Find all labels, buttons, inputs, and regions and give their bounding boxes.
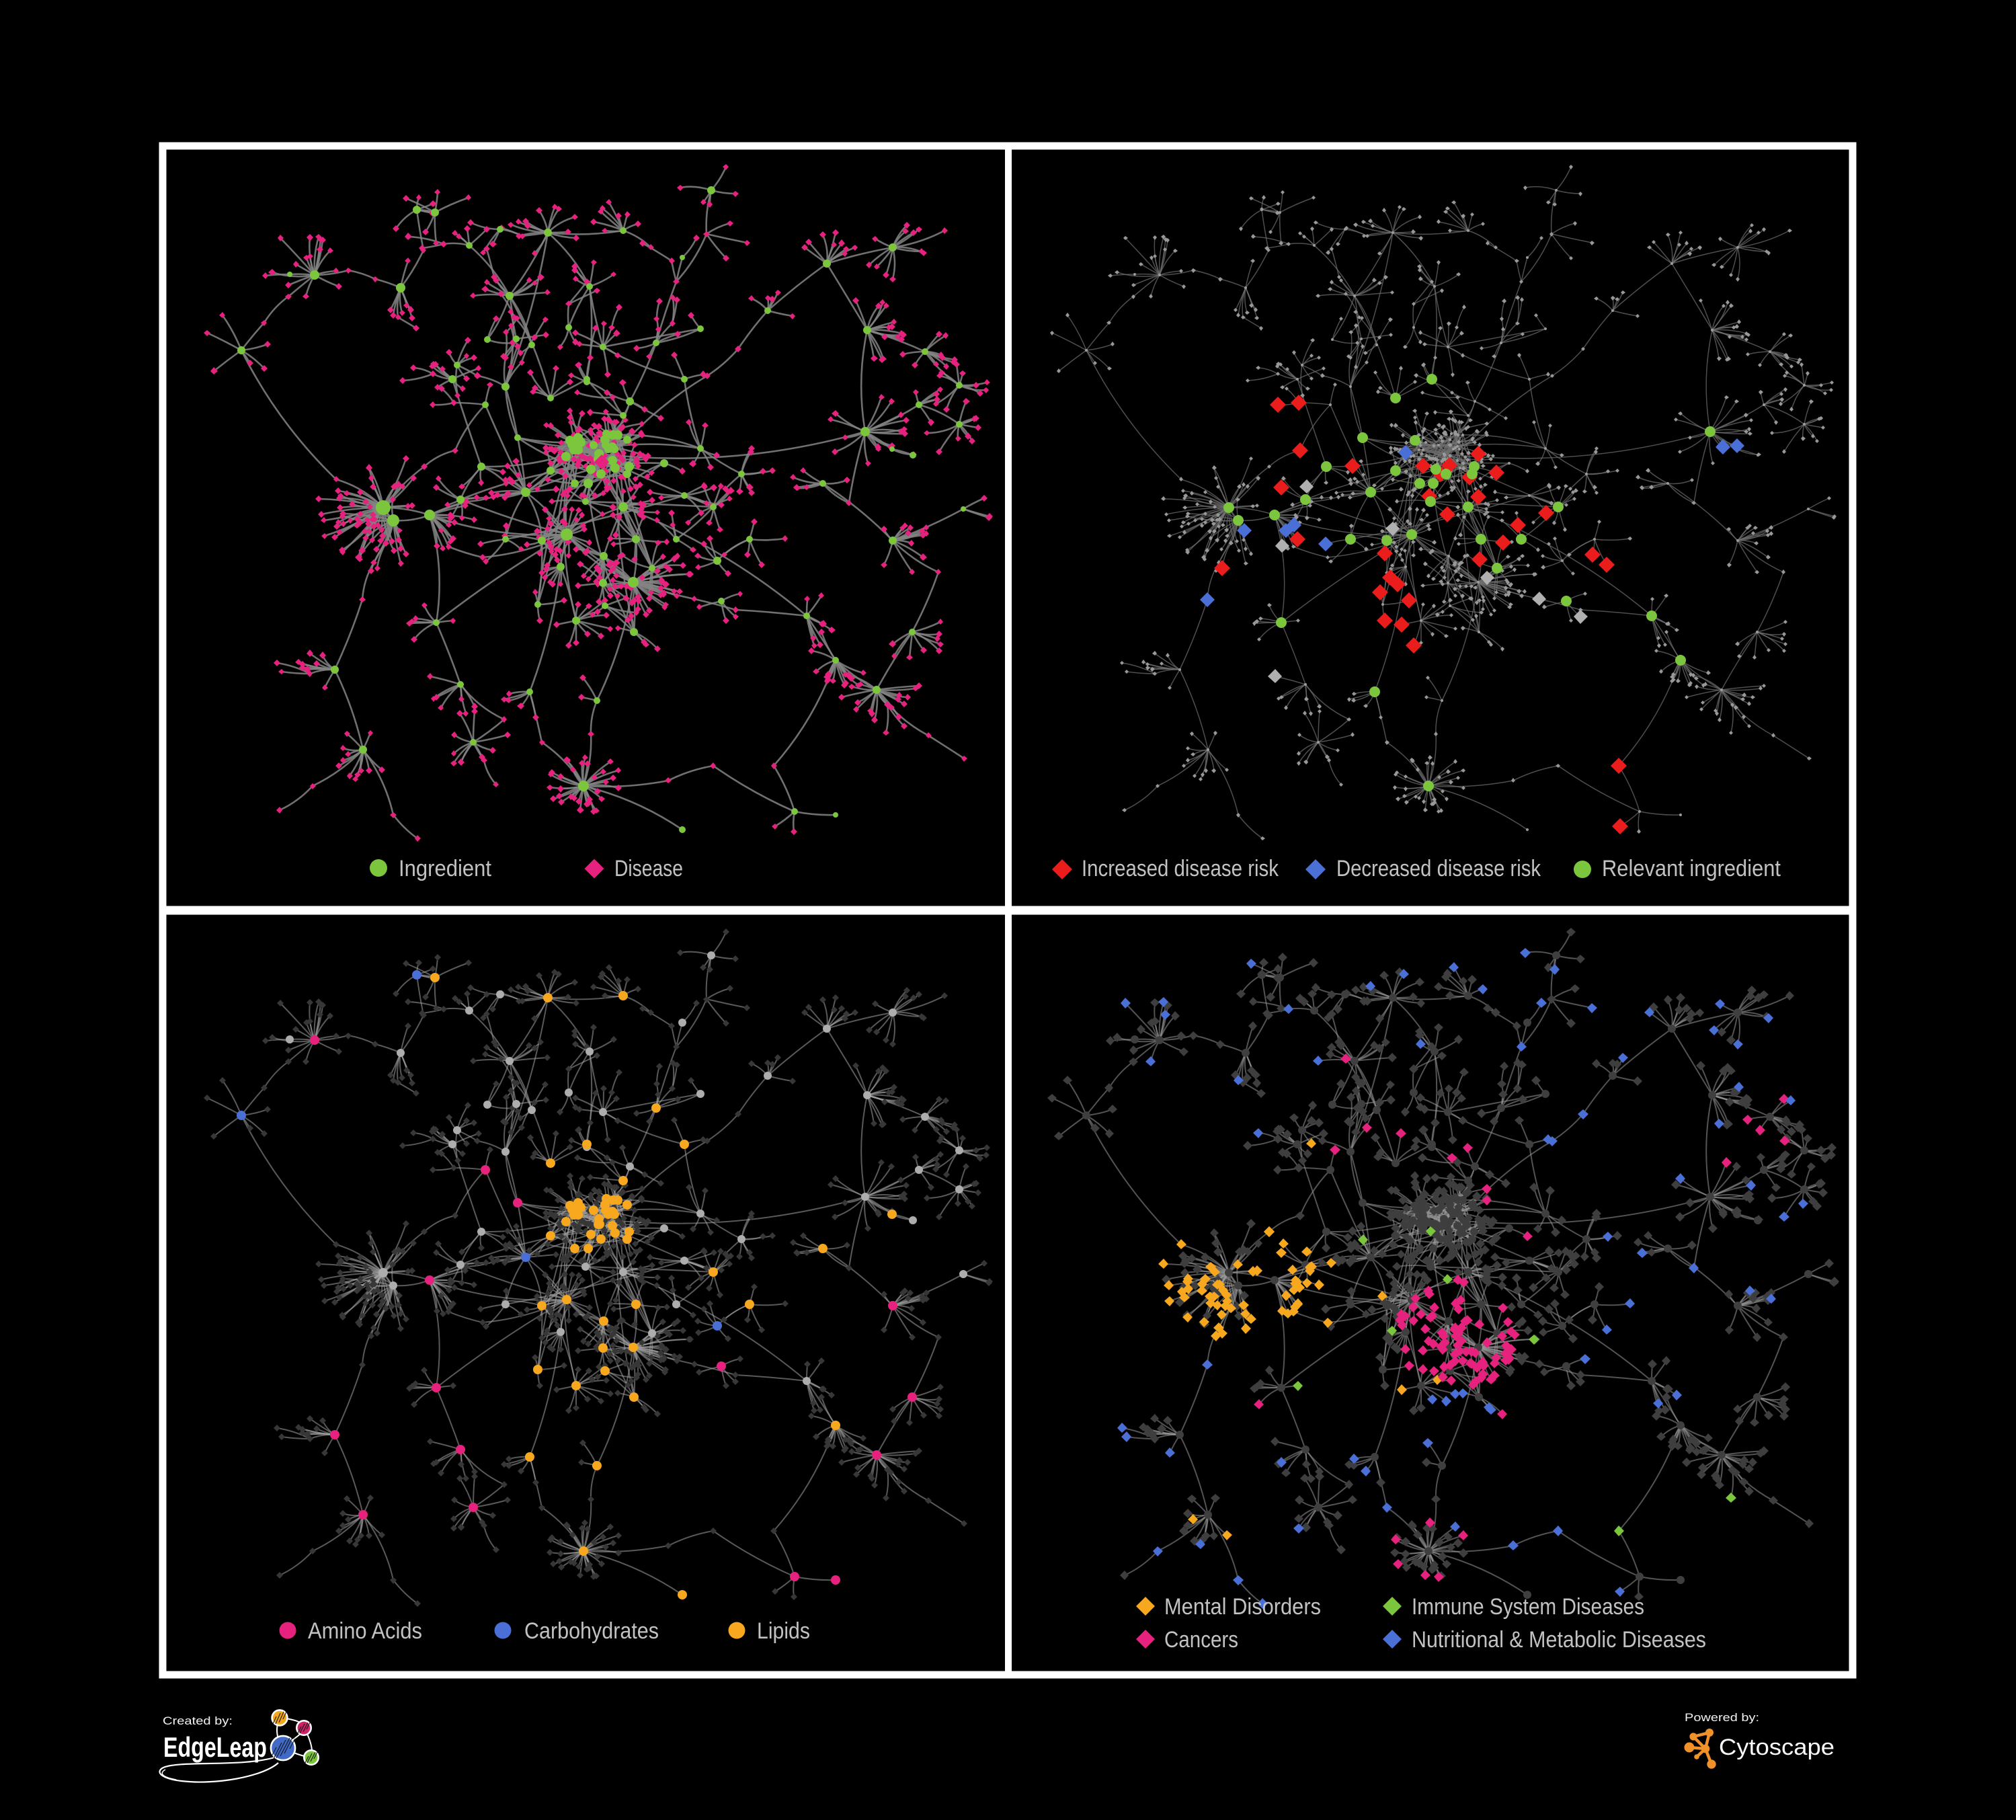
svg-text:EdgeLeap: EdgeLeap <box>163 1731 267 1763</box>
svg-text:Ingredient: Ingredient <box>399 856 491 881</box>
svg-text:Created by:: Created by: <box>163 1714 233 1727</box>
svg-text:Cancers: Cancers <box>1164 1627 1238 1653</box>
svg-text:Increased disease risk: Increased disease risk <box>1082 856 1279 881</box>
svg-text:Mental Disorders: Mental Disorders <box>1164 1594 1321 1620</box>
svg-text:Lipids: Lipids <box>757 1618 810 1644</box>
svg-text:Immune System Diseases: Immune System Diseases <box>1412 1594 1644 1620</box>
svg-text:Nutritional & Metabolic Diseas: Nutritional & Metabolic Diseases <box>1412 1627 1706 1653</box>
svg-text:Disease: Disease <box>614 856 683 881</box>
svg-text:Amino Acids: Amino Acids <box>308 1618 422 1644</box>
svg-text:Decreased disease risk: Decreased disease risk <box>1336 856 1541 881</box>
svg-text:Cytoscape: Cytoscape <box>1719 1735 1834 1760</box>
svg-text:Powered by:: Powered by: <box>1685 1711 1759 1724</box>
svg-text:Carbohydrates: Carbohydrates <box>524 1618 659 1644</box>
svg-text:Relevant ingredient: Relevant ingredient <box>1602 856 1781 881</box>
